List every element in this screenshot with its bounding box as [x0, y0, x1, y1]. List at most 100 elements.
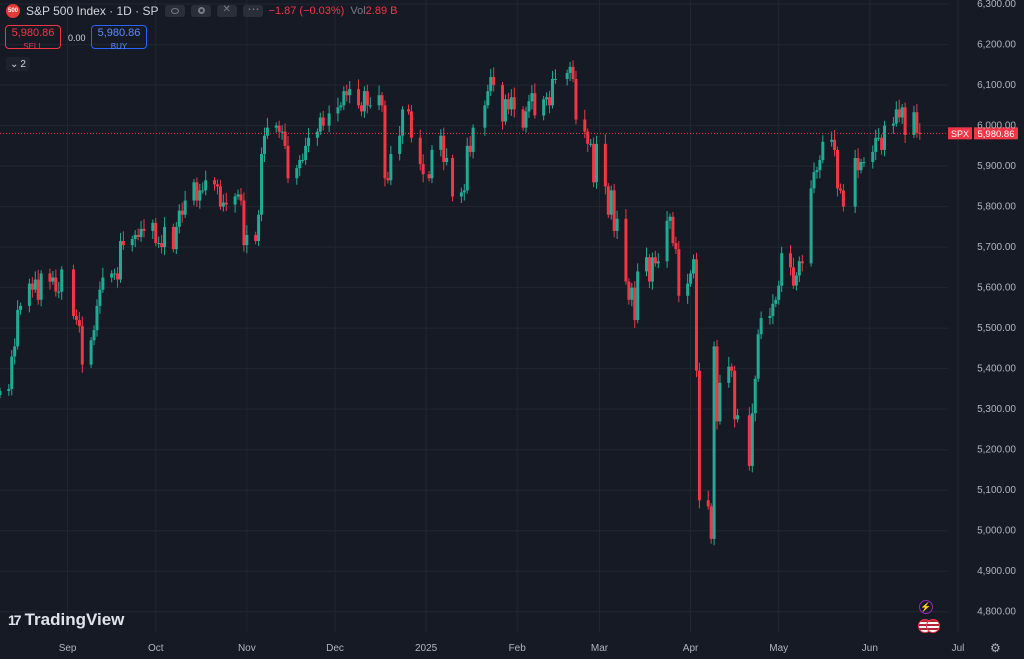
indicators-collapse-button[interactable]: ⌄ 2 [6, 57, 30, 71]
candle-body [36, 279, 40, 300]
candle-body [359, 105, 363, 112]
candle-body [60, 269, 64, 292]
candle-body [280, 131, 284, 133]
candle-body [274, 125, 278, 128]
candle-body [398, 135, 402, 154]
chevron-down-icon: ⌄ [10, 58, 19, 70]
close-icon[interactable] [216, 4, 237, 17]
candle-body [750, 413, 754, 466]
candle-body [113, 273, 117, 275]
candle-body [689, 273, 693, 284]
candle-body [674, 243, 678, 250]
candle-body [377, 95, 381, 106]
candle-body [492, 76, 496, 86]
gear-icon[interactable] [190, 5, 211, 17]
buy-button[interactable]: 5,980.86 BUY [91, 25, 147, 51]
candle-body [668, 216, 672, 221]
candle-body [768, 316, 772, 319]
candle-body [233, 196, 237, 205]
candle-body [489, 76, 493, 92]
more-icon[interactable] [242, 2, 263, 17]
candle-body [160, 243, 164, 248]
candle-body [571, 66, 575, 79]
symbol-title[interactable]: S&P 500 Index · 1D · SP [26, 4, 159, 18]
candle-body [74, 316, 78, 321]
candle-body [788, 253, 792, 268]
symbol-tag [948, 127, 972, 140]
tradingview-logo[interactable]: 17 TradingView [8, 610, 124, 630]
candle-body [30, 283, 34, 290]
candle-body [665, 220, 669, 262]
sell-button[interactable]: 5,980.86 SELL [5, 25, 61, 51]
volume-label: Vol [350, 5, 366, 17]
candle-body [912, 112, 916, 135]
candle-body [771, 303, 775, 316]
y-tick-label: 5,900.00 [977, 161, 1016, 172]
candle-body [0, 390, 2, 395]
candle-body [254, 234, 258, 242]
candle-body [503, 99, 507, 122]
candle-body [777, 285, 781, 300]
y-tick-label: 5,100.00 [977, 485, 1016, 496]
candle-body [841, 190, 845, 207]
chart-header: 500 S&P 500 Index · 1D · SP −1.87 (−0.03… [6, 2, 398, 18]
candle-body [130, 239, 134, 246]
candle-body [286, 145, 290, 179]
candle-body [339, 105, 343, 108]
candle-body [139, 228, 143, 237]
candle-body [542, 99, 546, 116]
candle-body [871, 151, 875, 163]
us-flag-icon[interactable] [918, 619, 942, 633]
candle-body [633, 287, 637, 321]
candle-body [592, 143, 596, 183]
candle-body [421, 164, 425, 175]
candle-body [98, 289, 102, 306]
candle-body [809, 188, 813, 264]
symbol-logo[interactable]: 500 [6, 4, 20, 18]
candle-body [727, 366, 731, 383]
candle-body [462, 190, 466, 193]
candle-body [853, 158, 857, 207]
candle-body [13, 346, 17, 357]
candle-body [918, 132, 922, 134]
candle-body [836, 149, 840, 189]
candle-body [565, 72, 569, 79]
candle-body [218, 186, 222, 207]
x-tick-label: Jul [952, 643, 965, 654]
candle-body [418, 137, 422, 165]
eye-icon[interactable] [164, 5, 185, 17]
volume-value: 2.89 B [365, 5, 398, 17]
y-tick-label: 4,800.00 [977, 607, 1016, 618]
candle-body [583, 119, 587, 132]
candle-body [636, 271, 640, 321]
candle-body [550, 79, 554, 106]
candle-body [833, 139, 837, 150]
candle-body [204, 180, 208, 191]
candle-body [80, 326, 84, 365]
candle-body [262, 135, 266, 154]
candle-body [512, 97, 516, 110]
candle-body [183, 200, 187, 215]
candle-body [736, 415, 740, 420]
x-tick-label: May [769, 643, 788, 654]
x-tick-label: 2025 [415, 643, 438, 654]
candle-body [321, 117, 325, 126]
candle-body [442, 135, 446, 163]
price-axis: 4,800.00 4,900.00 5,000.00 5,100.00 5,200.00… [977, 0, 1016, 618]
y-tick-label: 5,700.00 [977, 242, 1016, 253]
candle-body [627, 281, 631, 300]
candle-body [239, 194, 243, 201]
candle-body [336, 107, 340, 114]
candle-body [95, 305, 99, 331]
candle-body [195, 182, 199, 201]
lightning-icon[interactable]: ⚡ [919, 600, 933, 614]
candle-body [650, 257, 654, 282]
candle-body [671, 216, 675, 244]
candle-body [357, 89, 361, 106]
candle-body [39, 273, 43, 300]
candle-body [177, 210, 181, 227]
candle-body [277, 125, 281, 132]
sell-label: SELL [23, 42, 43, 51]
settings-icon[interactable]: ⚙ [990, 641, 1001, 655]
